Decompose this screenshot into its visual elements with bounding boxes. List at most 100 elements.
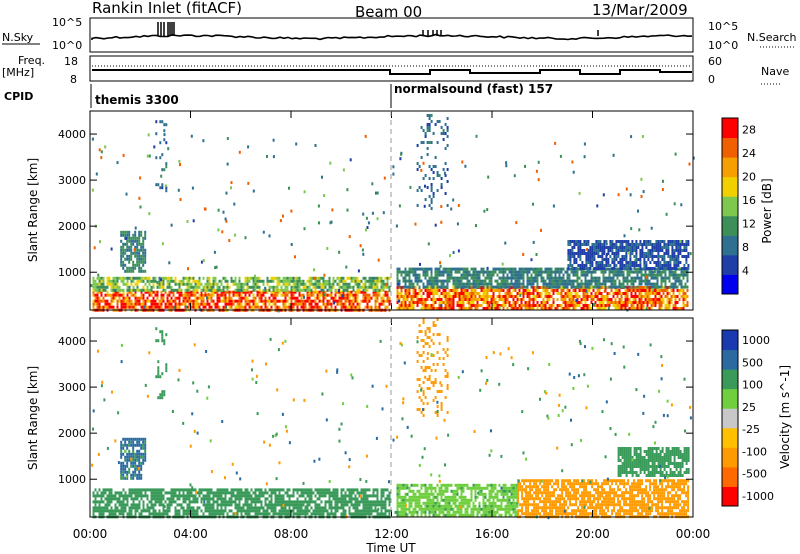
heatmap-cell: [278, 279, 281, 283]
heatmap-cell: [331, 208, 334, 212]
heatmap-cell: [670, 298, 673, 301]
heatmap-cell: [276, 288, 279, 292]
heatmap-cell: [360, 279, 363, 283]
heatmap-cell: [108, 305, 111, 309]
heatmap-cell: [600, 298, 603, 301]
heatmap-cell: [138, 503, 141, 507]
heatmap-cell: [302, 512, 305, 516]
heatmap-cell: [432, 298, 435, 301]
heatmap-cell: [350, 305, 353, 309]
heatmap-cell: [240, 512, 243, 516]
heatmap-cell: [667, 240, 670, 243]
heatmap-cell: [244, 288, 247, 292]
heatmap-cell: [306, 500, 309, 504]
heatmap-cell: [332, 494, 335, 498]
heatmap-cell: [593, 258, 596, 261]
heatmap-cell: [102, 296, 105, 300]
heatmap-cell: [296, 506, 299, 510]
heatmap-cell: [484, 292, 487, 295]
heatmap-cell: [440, 279, 443, 283]
heatmap-cell: [633, 267, 636, 270]
heatmap-cell: [442, 279, 445, 283]
heatmap-cell: [190, 512, 193, 516]
heatmap-cell: [568, 273, 571, 277]
heatmap-cell: [130, 257, 133, 261]
heatmap-cell: [446, 267, 449, 271]
heatmap-cell: [544, 282, 547, 286]
heatmap-cell: [130, 288, 133, 292]
heatmap-cell: [334, 512, 337, 516]
heatmap-cell: [412, 289, 415, 292]
heatmap-cell: [661, 267, 664, 270]
heatmap-cell: [224, 491, 227, 495]
heatmap-cell: [601, 246, 604, 249]
heatmap-cell: [210, 299, 213, 303]
heatmap-cell: [148, 488, 151, 492]
heatmap-cell: [240, 509, 243, 513]
heatmap-cell: [362, 212, 365, 216]
heatmap-cell: [576, 267, 579, 271]
heatmap-cell: [166, 506, 169, 510]
heatmap-cell: [143, 305, 145, 309]
heatmap-cell: [573, 267, 576, 270]
heatmap-cell: [654, 289, 657, 292]
heatmap-cell: [625, 261, 628, 264]
heatmap-cell: [376, 296, 379, 300]
heatmap-cell: [496, 285, 499, 289]
heatmap-cell: [534, 270, 537, 274]
heatmap-cell: [522, 282, 525, 286]
heatmap-cell: [126, 269, 129, 273]
heatmap-cell: [676, 289, 679, 292]
heatmap-cell: [593, 267, 596, 270]
heatmap-cell: [158, 299, 161, 303]
heatmap-cell: [328, 497, 331, 501]
heatmap-cell: [336, 509, 339, 513]
heatmap-cell: [348, 497, 351, 501]
heatmap-cell: [264, 302, 267, 306]
heatmap-cell: [120, 299, 123, 303]
heatmap-cell: [294, 285, 297, 289]
heatmap-cell: [236, 503, 239, 507]
heatmap-cell: [286, 488, 289, 492]
heatmap-cell: [598, 276, 601, 280]
heatmap-cell: [446, 301, 449, 304]
heatmap-cell: [112, 512, 115, 516]
heatmap-cell: [342, 285, 345, 289]
heatmap-cell: [120, 494, 123, 498]
heatmap-cell: [392, 172, 395, 176]
heatmap-cell: [424, 132, 427, 135]
heatmap-cell: [212, 279, 215, 283]
heatmap-cell: [108, 276, 111, 280]
heatmap-cell: [460, 301, 463, 304]
heatmap-cell: [556, 292, 559, 295]
heatmap-cell: [418, 267, 421, 271]
heatmap-cell: [450, 270, 453, 274]
heatmap-cell: [330, 506, 333, 510]
heatmap-cell: [620, 298, 623, 301]
heatmap-cell: [128, 236, 131, 240]
heatmap-cell: [124, 233, 127, 237]
heatmap-cell: [284, 503, 287, 507]
heatmap-cell: [296, 288, 299, 292]
heatmap-cell: [340, 491, 343, 495]
heatmap-cell: [544, 307, 547, 310]
heatmap-cell: [662, 286, 665, 289]
heatmap-cell: [336, 500, 339, 504]
heatmap-cell: [202, 139, 205, 143]
heatmap-cell: [206, 296, 208, 300]
heatmap-cell: [120, 506, 123, 510]
heatmap-cell: [198, 285, 201, 289]
heatmap-cell: [428, 129, 431, 132]
heatmap-cell: [198, 488, 201, 492]
heatmap-cell: [114, 506, 117, 510]
heatmap-cell: [554, 279, 557, 283]
heatmap-cell: [146, 488, 149, 492]
heatmap-cell: [482, 295, 485, 298]
heatmap-cell: [316, 293, 319, 297]
heatmap-cell: [586, 307, 589, 310]
heatmap-cell: [278, 491, 281, 495]
heatmap-cell: [472, 295, 475, 298]
heatmap-cell: [134, 512, 137, 516]
heatmap-cell: [634, 298, 637, 301]
heatmap-cell: [478, 270, 481, 274]
